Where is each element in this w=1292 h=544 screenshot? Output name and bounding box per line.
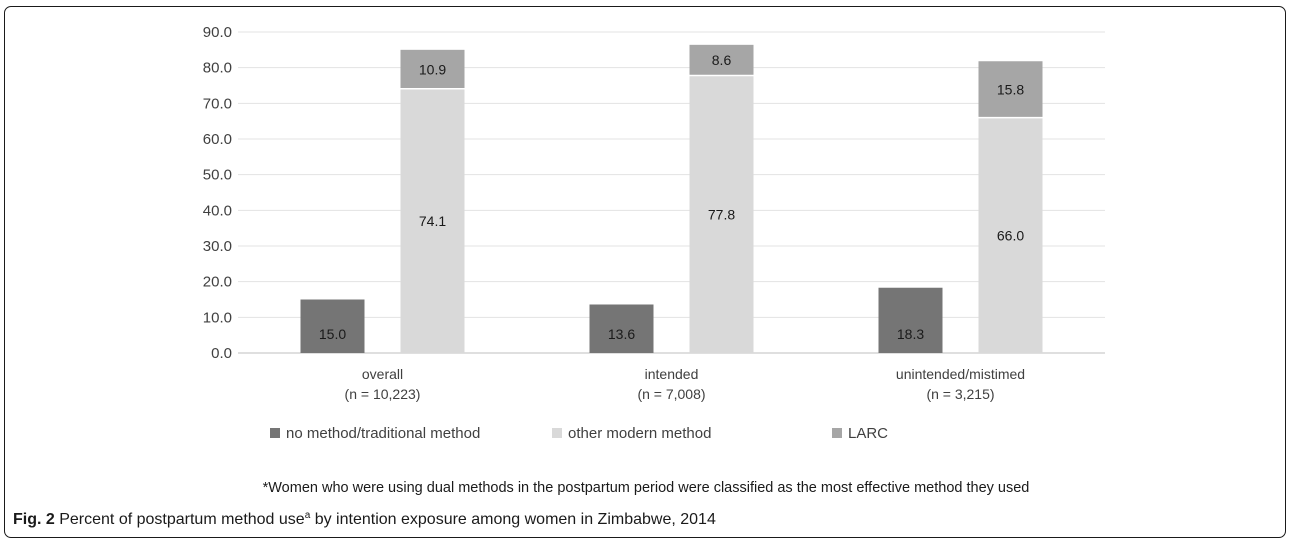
caption-superscript: a [304,510,311,521]
data-label: 74.1 [419,213,446,229]
bars: 15.0 74.1 10.9 13.6 77.8 8.6 18.3 66.0 15.8 [300,44,1043,354]
bar-segment [978,61,1043,118]
x-category-label: (n = 10,223) [345,386,421,402]
legend-swatch [832,428,842,438]
data-label: 66.0 [997,227,1024,243]
y-tick-label: 10.0 [203,309,232,326]
y-tick-label: 80.0 [203,60,232,77]
y-tick-label: 40.0 [203,202,232,219]
caption-text-before: Percent of postpartum method use [54,511,305,528]
y-tick-label: 70.0 [203,95,232,112]
data-label: 8.6 [712,52,732,68]
data-label: 18.3 [897,326,924,342]
data-label: 15.0 [319,326,346,342]
legend: no method/traditional method other modern… [270,425,888,442]
bar-segment [400,49,465,89]
x-category-label: intended [645,366,699,382]
y-tick-label: 20.0 [203,274,232,291]
y-tick-label: 30.0 [203,238,232,255]
legend-label: no method/traditional method [286,425,480,442]
data-label: 13.6 [608,326,635,342]
figure-caption: Fig. 2 Percent of postpartum method usea… [13,510,716,529]
y-tick-label: 0.0 [211,345,232,362]
data-label: 15.8 [997,81,1024,97]
legend-swatch [552,428,562,438]
bar-segment [689,75,754,353]
y-tick-label: 50.0 [203,167,232,184]
bar-segment [589,304,654,353]
figure-label: Fig. 2 [13,511,55,528]
x-axis: overall (n = 10,223) intended (n = 7,008) un… [345,366,1026,402]
bar-segment [400,88,465,354]
x-category-label: (n = 3,215) [926,386,994,402]
footnote: *Women who were using dual methods in th… [262,480,1030,496]
bar-segment [978,117,1043,353]
bar-segment [689,44,754,76]
gridlines [238,31,1105,354]
bar-segment [878,287,943,353]
bar-segment [300,299,365,353]
y-tick-label: 90.0 [203,24,232,41]
data-label: 10.9 [419,61,446,77]
legend-swatch [270,428,280,438]
y-axis: 0.0 10.0 20.0 30.0 40.0 50.0 60.0 70.0 80.0 90.0 [203,24,232,362]
legend-label: other modern method [568,425,711,442]
legend-label: LARC [848,425,888,442]
x-category-label: overall [362,366,403,382]
y-tick-label: 60.0 [203,131,232,148]
x-category-label: (n = 7,008) [637,386,705,402]
stacked-bar-chart: 0.010.020.030.040.050.060.070.080.090.0 … [203,24,1105,442]
caption-text-after: by intention exposure among women in Zim… [310,511,716,528]
data-label: 77.8 [708,206,735,222]
figure-frame [4,6,1286,538]
x-category-label: unintended/mistimed [896,366,1025,382]
